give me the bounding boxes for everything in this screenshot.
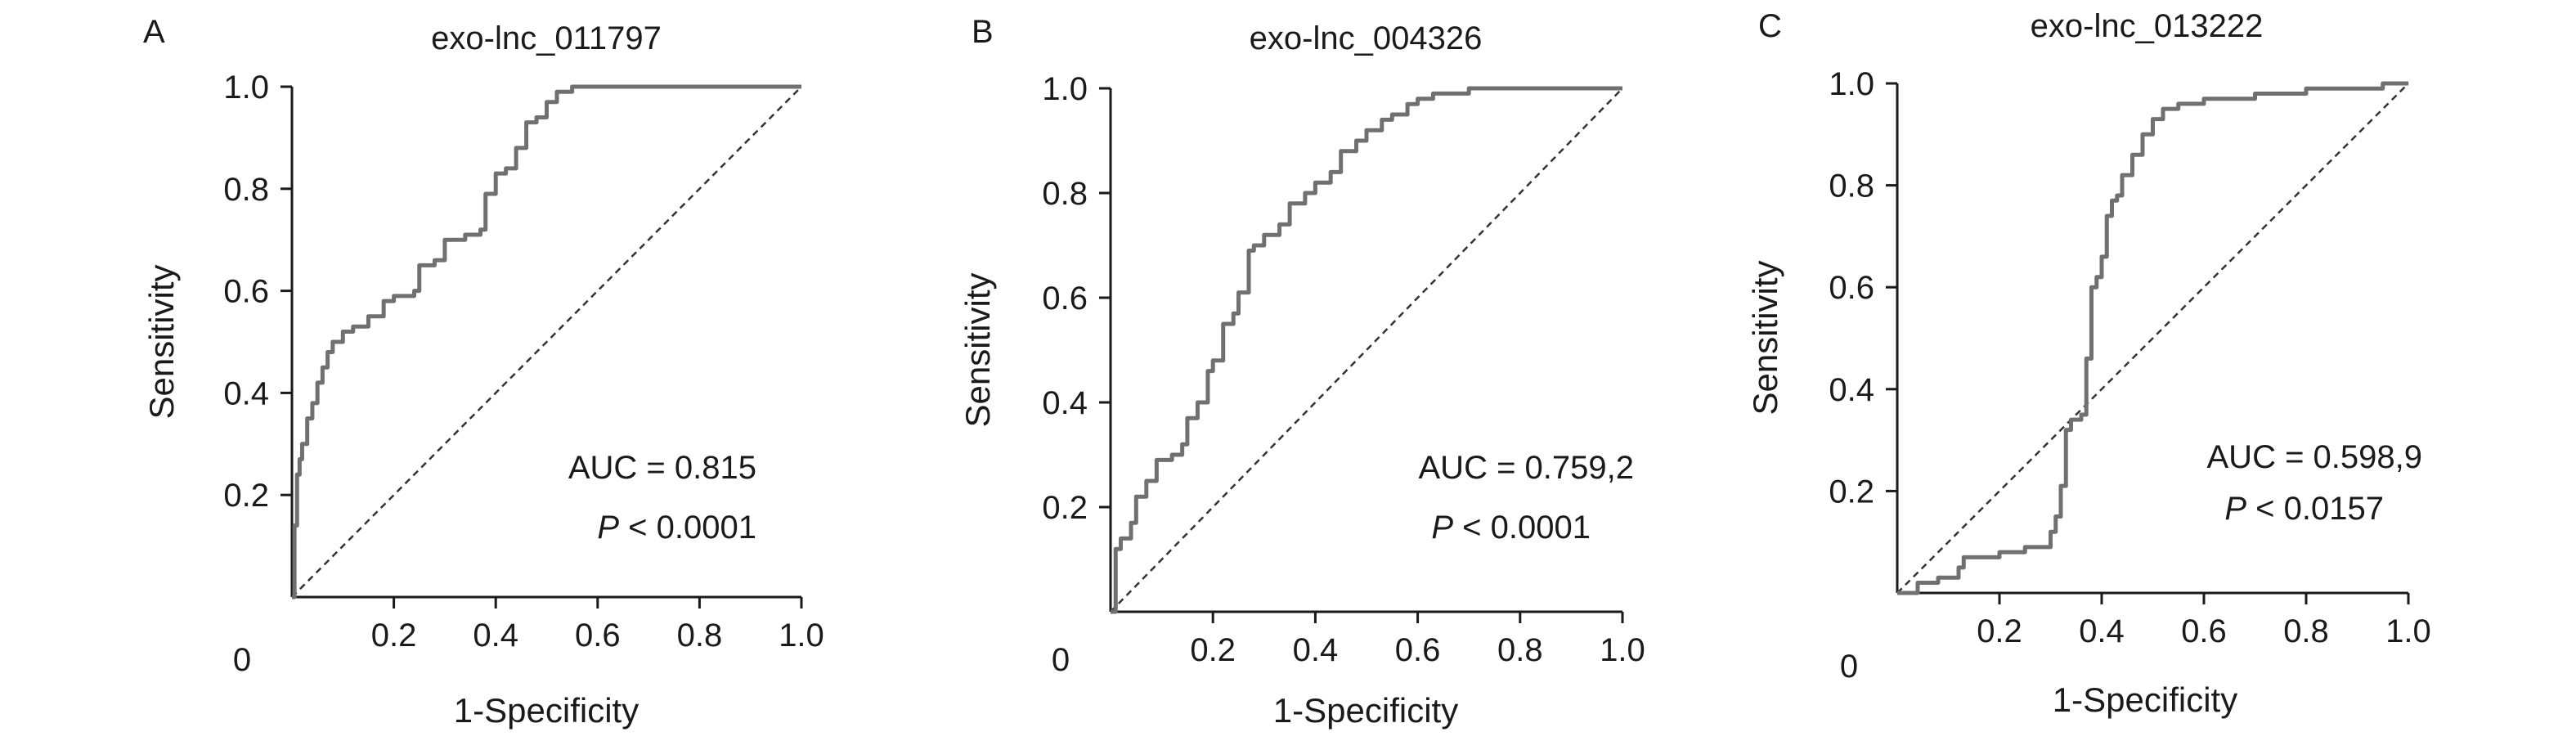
p-value-text: < 0.0001 [1453,510,1591,546]
roc-curve [1111,86,1622,614]
y-tick-label: 0.8 [1829,168,1874,204]
y-tick-label: 1.0 [1829,66,1874,102]
ticks: 0.2 0.4 0.6 0.8 1.0 0.2 0.4 0.6 0.8 1.0 [1829,66,2430,649]
chart-title: exo-lnc_011797 [431,20,662,56]
x-tick-label: 0.6 [2181,613,2227,649]
p-value-text: < 0.0157 [2246,491,2384,527]
p-value-annotation: P < 0.0001 [597,510,756,546]
x-tick-label: 0.4 [2079,613,2125,649]
x-axis-title: 1-Specificity [1273,691,1458,730]
p-symbol: P [597,510,619,546]
y-tick-label: 0.4 [1829,372,1874,408]
x-tick-label: 0.6 [1395,632,1441,668]
auc-annotation: AUC = 0.815 [568,450,756,486]
y-tick-label: 0.6 [223,274,269,310]
panel-letter: A [143,14,165,50]
x-tick-label: 1.0 [1600,632,1645,668]
panel-letter: B [972,14,994,50]
p-symbol: P [1431,510,1453,546]
x-tick-label: 1.0 [2385,613,2431,649]
x-axis-title: 1-Specificity [454,691,639,730]
panel-a: A exo-lnc_011797 0.2 0.4 0.6 0.8 1.00.20.40.… [142,14,824,730]
y-tick-label: 0.6 [1829,270,1874,306]
y-axis-title: Sensitivity [1746,260,1784,415]
x-axis-title: 1-Specificity [2053,680,2237,719]
ticks: 0.2 0.4 0.6 0.8 1.0 0.2 0.4 0.6 0.8 1.0 [223,70,824,653]
ticks: 0.2 0.4 0.6 0.8 1.0 0.2 0.4 0.6 0.8 1.0 [1042,71,1645,668]
y-tick-label: 0.2 [1829,474,1874,510]
y-tick-label: 0.6 [1042,281,1088,317]
y-tick-label: 0.4 [1042,385,1088,421]
roc-curve [1897,81,2408,595]
x-tick-label: 0.2 [1190,632,1236,668]
x-tick-label: 1.0 [779,618,824,653]
x-tick-label: 0.4 [1293,632,1339,668]
panel-c: C exo-lnc_013222 0.2 0.4 0.6 0.8 1.00.20.40.… [1746,8,2431,719]
y-tick-label: 0.2 [223,478,269,514]
y-tick-label: 0.8 [1042,176,1088,212]
origin-label: 0 [1840,649,1858,685]
reference-diagonal [1896,83,2409,594]
y-tick-label: 0.4 [223,375,269,411]
roc-curve [292,84,801,600]
y-axis-title: Sensitivity [142,264,181,419]
chart-title: exo-lnc_013222 [2031,8,2264,44]
auc-annotation: AUC = 0.598,9 [2207,439,2423,475]
p-value-annotation: P < 0.0157 [2224,491,2384,527]
p-value-text: < 0.0001 [619,510,756,546]
y-axis-title: Sensitivity [958,272,997,427]
y-tick-label: 1.0 [223,70,269,106]
x-tick-label: 0.6 [575,618,621,653]
origin-label: 0 [233,642,251,678]
panel-letter: C [1758,8,1782,44]
x-tick-label: 0.8 [2283,613,2329,649]
x-tick-label: 0.8 [1497,632,1543,668]
reference-diagonal [291,86,802,598]
p-symbol: P [2224,491,2246,527]
x-tick-label: 0.4 [473,618,518,653]
panel-b: B exo-lnc_004326 0.2 0.4 0.6 0.8 1.00.20.40.… [958,14,1645,730]
reference-diagonal [1110,88,1623,613]
auc-annotation: AUC = 0.759,2 [1419,450,1635,486]
y-tick-label: 0.2 [1042,490,1088,526]
x-tick-label: 0.2 [1977,613,2022,649]
y-tick-label: 1.0 [1042,71,1088,107]
chart-title: exo-lnc_004326 [1250,20,1483,56]
x-tick-label: 0.8 [677,618,723,653]
origin-label: 0 [1052,642,1070,678]
p-value-annotation: P < 0.0001 [1431,510,1591,546]
x-tick-label: 0.2 [371,618,417,653]
y-tick-label: 0.8 [223,172,269,208]
